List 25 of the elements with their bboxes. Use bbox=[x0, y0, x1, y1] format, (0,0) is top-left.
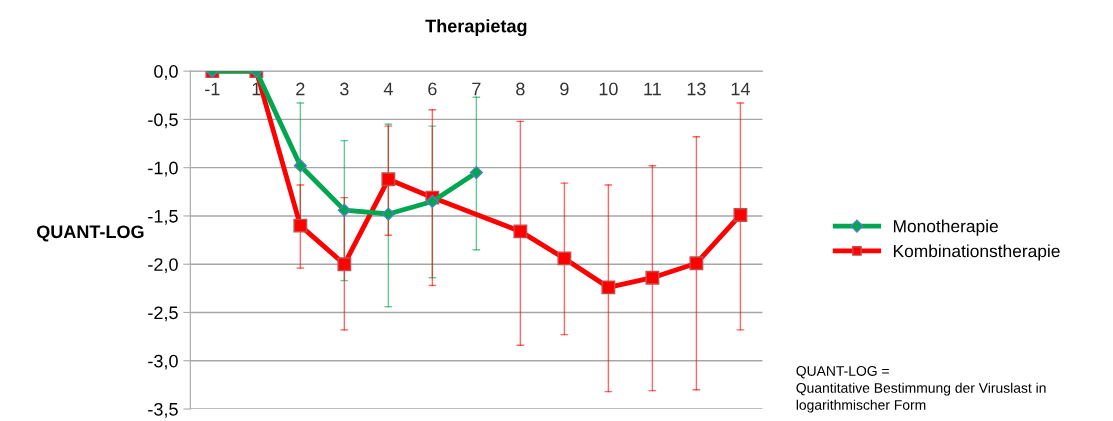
x-tick-label: 13 bbox=[687, 82, 706, 96]
y-tick-label: -1,5 bbox=[148, 210, 178, 225]
x-tick-label: -1 bbox=[205, 82, 220, 96]
x-tick-label: 8 bbox=[516, 82, 525, 96]
x-tick-label: 9 bbox=[560, 82, 569, 96]
legend-label: Kombinationstherapie bbox=[893, 244, 1060, 261]
x-tick-label: 3 bbox=[340, 82, 349, 96]
y-tick-label: -2,5 bbox=[148, 306, 178, 322]
y-axis-title: QUANT-LOG bbox=[36, 225, 144, 242]
x-tick-label: 14 bbox=[731, 82, 750, 96]
x-axis-title: Therapietag bbox=[425, 19, 527, 37]
x-tick-label: 7 bbox=[472, 82, 481, 96]
x-tick-label: 10 bbox=[599, 82, 618, 96]
y-tick-label: -0,5 bbox=[148, 113, 178, 129]
y-tick-label: -1,0 bbox=[148, 161, 178, 177]
legend-label: Monotherapie bbox=[893, 219, 998, 236]
x-tick-label: 11 bbox=[644, 82, 661, 96]
y-tick-label: -2,0 bbox=[148, 258, 178, 274]
y-tick-label: -3,0 bbox=[148, 354, 178, 370]
y-tick-label: -3,5 bbox=[148, 402, 178, 418]
x-tick-label: 6 bbox=[428, 82, 437, 96]
y-tick-label: 0,0 bbox=[154, 65, 178, 80]
x-tick-label: 4 bbox=[383, 82, 393, 96]
text: QUANT-LOG = Quantitative Bestimmung der Viruslast in logarithmischer Form bbox=[796, 366, 1046, 413]
x-tick-label: 2 bbox=[296, 82, 305, 96]
